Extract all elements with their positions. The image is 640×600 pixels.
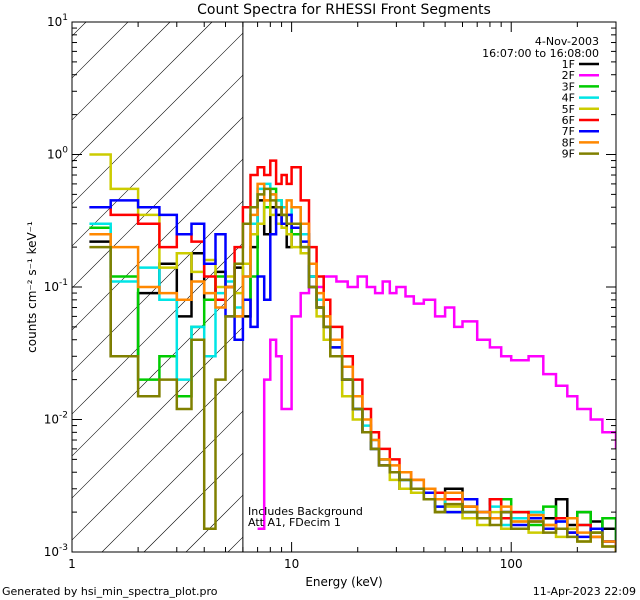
annotation-note-attenuator: Att A1, FDecim 1	[248, 516, 341, 529]
hatch-line	[270, 22, 640, 552]
x-axis-label: Energy (keV)	[305, 575, 382, 589]
hatch-line	[72, 158, 243, 331]
hatch-line	[522, 22, 640, 552]
x-tick-label: 100	[500, 557, 523, 571]
series-group	[89, 153, 616, 552]
x-tick-label: 1	[68, 557, 76, 571]
legend-label-4F: 4F	[562, 92, 575, 105]
series-line-8F	[89, 182, 616, 552]
legend-label-2F: 2F	[562, 69, 575, 82]
hatch-line	[396, 22, 640, 552]
series-line-9F	[89, 187, 616, 552]
legend-label-7F: 7F	[562, 125, 575, 138]
chart-title: Count Spectra for RHESSI Front Segments	[197, 2, 491, 18]
hatch-line	[72, 284, 243, 457]
hatch-line	[227, 536, 243, 552]
legend-label-9F: 9F	[562, 148, 575, 161]
y-axis-ticks: 10-3 10-2 10-1 100 101	[44, 13, 616, 559]
hatch-line	[72, 74, 243, 247]
legend-label-3F: 3F	[562, 80, 575, 93]
x-axis-ticks: 1 10 100	[68, 22, 617, 571]
hatch-line	[72, 368, 243, 541]
y-tick-label: 101	[47, 13, 68, 29]
y-tick-label: 100	[47, 146, 68, 162]
hatch-line	[312, 22, 640, 552]
y-axis-label: counts cm⁻² s⁻¹ keV⁻¹	[25, 221, 39, 353]
footer-timestamp: 11-Apr-2023 22:09	[532, 585, 636, 598]
hatch-line	[72, 22, 171, 121]
footer-generated-by: Generated by hsi_min_spectra_plot.pro	[2, 585, 218, 598]
series-line-2F	[257, 275, 616, 530]
legend-label-8F: 8F	[562, 136, 575, 149]
hatch-line	[564, 22, 640, 552]
hatch-line	[143, 452, 243, 552]
hatch-line	[101, 410, 243, 552]
legend-label-6F: 6F	[562, 114, 575, 127]
y-tick-label: 10-3	[44, 543, 68, 559]
hatch-line	[72, 22, 213, 163]
y-tick-label: 10-2	[44, 411, 68, 427]
hatch-line	[72, 326, 243, 499]
annotation-time: 16:07:00 to 16:08:00	[482, 47, 599, 60]
legend-label-5F: 5F	[562, 103, 575, 116]
annotation-date: 4-Nov-2003	[535, 35, 599, 48]
y-tick-label: 10-1	[44, 278, 68, 294]
x-tick-label: 10	[284, 557, 299, 571]
hatch-line	[0, 22, 2, 552]
hatch-line	[72, 242, 243, 415]
hatch-line	[72, 32, 243, 205]
annotation-note-background: Includes Background	[248, 505, 363, 518]
legend-label-1F: 1F	[562, 58, 575, 71]
